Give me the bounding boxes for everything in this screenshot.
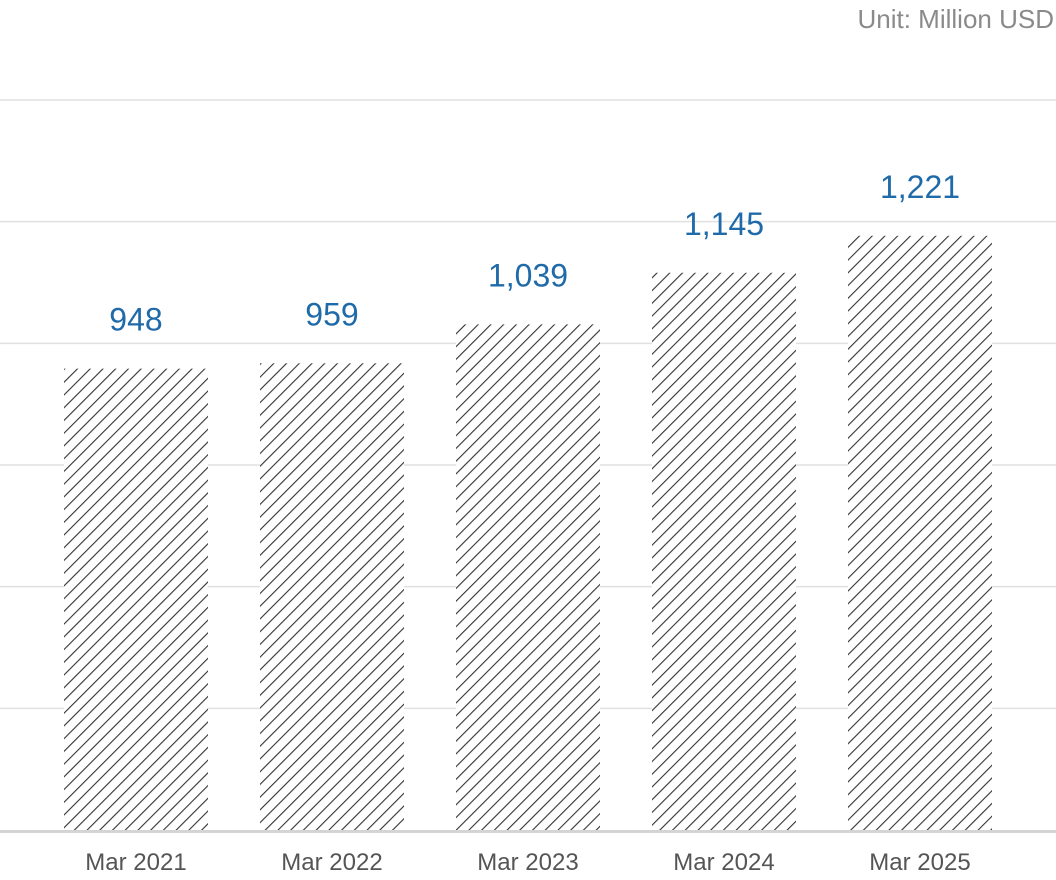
value-labels: 948 959 1,039 1,145 1,221 xyxy=(109,169,960,338)
unit-label: Unit: Million USD xyxy=(857,4,1055,34)
x-tick-label: Mar 2024 xyxy=(673,849,774,876)
bar-mar-2021 xyxy=(64,368,208,830)
bar-mar-2022 xyxy=(260,363,404,830)
x-tick-label: Mar 2025 xyxy=(869,849,970,876)
bar-mar-2024 xyxy=(652,272,796,830)
x-tick-labels: Mar 2021 Mar 2022 Mar 2023 Mar 2024 Mar 2025 xyxy=(85,849,970,876)
bars xyxy=(64,235,992,830)
bar-mar-2025 xyxy=(848,235,992,830)
x-tick-label: Mar 2021 xyxy=(85,849,186,876)
value-label: 948 xyxy=(109,302,162,338)
bar-mar-2023 xyxy=(456,324,600,830)
value-label: 959 xyxy=(305,296,358,332)
value-label: 1,221 xyxy=(880,169,960,205)
x-tick-label: Mar 2023 xyxy=(477,849,578,876)
value-label: 1,145 xyxy=(684,206,764,242)
x-tick-label: Mar 2022 xyxy=(281,849,382,876)
value-label: 1,039 xyxy=(488,257,568,293)
